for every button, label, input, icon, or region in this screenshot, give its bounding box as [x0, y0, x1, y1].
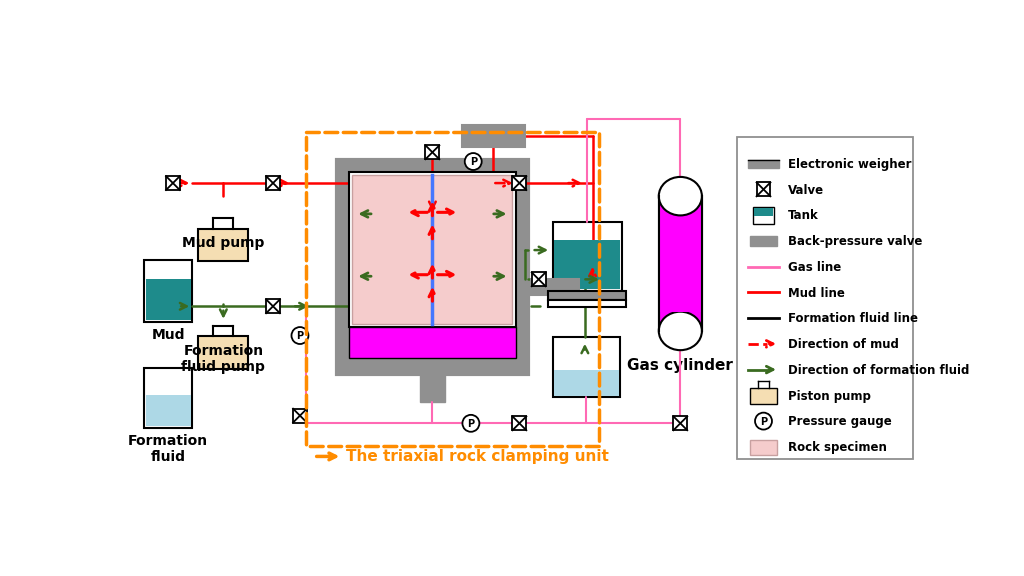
Circle shape [463, 415, 479, 432]
Bar [512, 416, 526, 430]
Bar [548, 291, 627, 300]
Bar [554, 370, 618, 396]
Text: The triaxial rock clamping unit: The triaxial rock clamping unit [346, 449, 609, 464]
Text: P: P [760, 417, 767, 427]
Bar [753, 207, 774, 223]
Text: Formation fluid line: Formation fluid line [788, 312, 919, 325]
Text: P: P [296, 331, 303, 342]
Bar [349, 327, 515, 358]
Bar [337, 160, 528, 374]
Bar [166, 176, 180, 190]
Bar [512, 176, 526, 190]
Bar [658, 196, 701, 331]
Circle shape [755, 412, 772, 430]
Text: Electronic weigher: Electronic weigher [788, 158, 911, 171]
Text: Valve: Valve [788, 184, 824, 196]
Bar [199, 229, 249, 261]
Circle shape [292, 327, 308, 344]
Text: P: P [467, 419, 474, 429]
Bar [349, 172, 515, 327]
Text: Gas line: Gas line [788, 261, 842, 274]
Text: Back-pressure valve: Back-pressure valve [788, 235, 923, 248]
Bar [553, 337, 621, 397]
Bar [737, 137, 912, 458]
Text: Formation
fluid pump: Formation fluid pump [181, 344, 265, 374]
Text: Mud pump: Mud pump [182, 236, 264, 250]
Bar [553, 222, 622, 291]
Bar [554, 240, 621, 289]
Bar [420, 374, 444, 402]
Bar [750, 388, 777, 404]
Bar [658, 196, 701, 312]
Text: Piston pump: Piston pump [788, 389, 871, 403]
Bar [548, 300, 627, 307]
Text: P: P [470, 157, 477, 167]
Bar [146, 279, 190, 320]
Bar [757, 183, 770, 196]
Bar [531, 272, 546, 286]
Text: Formation
fluid: Formation fluid [128, 434, 208, 464]
Text: Mud: Mud [152, 328, 185, 342]
Text: Tank: Tank [788, 210, 819, 222]
Ellipse shape [658, 177, 701, 215]
Text: Direction of formation fluid: Direction of formation fluid [788, 364, 970, 377]
Bar [199, 336, 249, 369]
Bar [146, 395, 190, 426]
Bar [425, 145, 439, 159]
Circle shape [465, 153, 481, 170]
Bar [750, 440, 777, 455]
Bar [755, 208, 773, 216]
Bar [293, 409, 307, 423]
Text: Rock specimen: Rock specimen [788, 441, 887, 454]
Bar [266, 176, 280, 190]
Bar [674, 416, 687, 430]
Text: Gas cylinder: Gas cylinder [628, 358, 733, 373]
Text: Pressure gauge: Pressure gauge [788, 415, 892, 429]
Ellipse shape [658, 312, 701, 350]
Bar [750, 236, 777, 247]
Text: Direction of mud: Direction of mud [788, 338, 899, 351]
Bar [352, 175, 512, 324]
Text: Mud line: Mud line [788, 287, 845, 300]
Bar [749, 160, 779, 168]
Bar [144, 260, 193, 321]
Bar [144, 368, 193, 428]
Bar [531, 279, 579, 295]
Bar [462, 126, 525, 147]
Bar [266, 300, 280, 313]
